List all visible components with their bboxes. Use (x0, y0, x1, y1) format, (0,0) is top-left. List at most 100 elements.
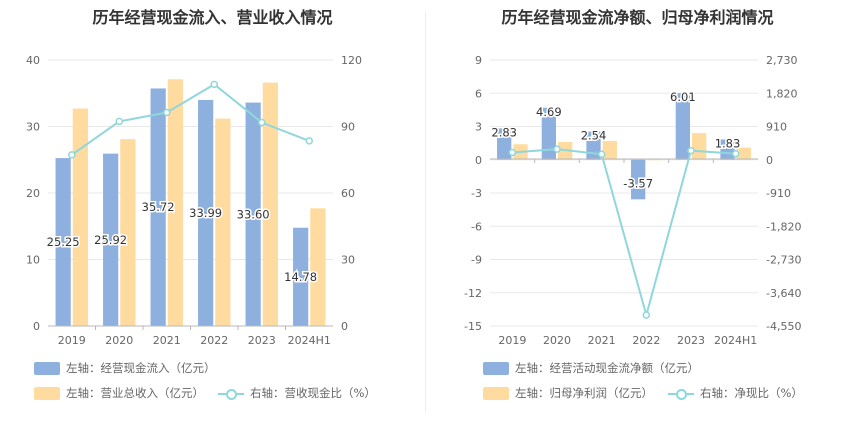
bar-data-label: 35.72 (142, 200, 175, 214)
x-axis-tick-label: 2022 (200, 334, 228, 347)
bar-blue (720, 139, 735, 160)
right-axis-tick-label: -910 (766, 187, 791, 200)
x-axis-tick-label: 2019 (498, 334, 526, 347)
ratio-point (163, 108, 171, 117)
chart-legend: 左轴：经营活动现金流净额（亿元） 左轴：归母净利润（亿元） 右轴：净现比（%） (425, 0, 850, 437)
bar-data-label: 4.69 (536, 105, 562, 119)
x-axis-tick-label: 2023 (248, 334, 276, 347)
left-axis-tick-label: 20 (26, 187, 40, 200)
ratio-line (71, 83, 310, 156)
legend-item-ratio[interactable]: 右轴：营收现金比（%） (218, 385, 376, 401)
ratio-point (553, 145, 561, 153)
bar-data-label: 25.25 (47, 235, 80, 249)
ratio-point (115, 117, 123, 126)
right-axis-tick-label: -3,640 (766, 287, 801, 300)
x-axis-tick-label: 2020 (105, 334, 133, 347)
bar-orange (167, 79, 183, 326)
bar-data-label: 1.83 (715, 136, 741, 150)
x-axis-tick-label: 2019 (58, 334, 86, 347)
left-axis-tick-label: 3 (475, 121, 482, 134)
ratio-point (305, 137, 313, 145)
left-axis-tick-label: 9 (475, 54, 482, 67)
x-axis-tick-label: 2021 (588, 334, 616, 347)
net-cashflow-profit-chart: -15 -12 -9 -6 -3 0 3 6 9 -4,550 -3,640 -2,730 -1,820… (464, 54, 801, 347)
bar-data-label: 33.60 (237, 207, 270, 221)
bar-orange (72, 108, 88, 326)
bar-blue (497, 128, 512, 160)
right-chart-panel: 历年经营现金流净额、归母净利润情况 -15 -12 -9 -6 -3 0 3 6 9 -4,550… (425, 0, 850, 437)
left-axis-tick-label: -6 (471, 220, 482, 233)
right-axis-tick-label: -2,730 (766, 254, 801, 267)
legend-item-net-cash-ratio[interactable]: 右轴：净现比（%） (668, 385, 803, 401)
bar-blue (245, 102, 261, 326)
right-axis-tick-label: 2,730 (766, 54, 798, 67)
legend-item-cash-inflow[interactable]: 左轴：经营现金流入（亿元） (34, 360, 216, 376)
bar-blue (541, 107, 556, 160)
ratio-line (512, 148, 736, 319)
bar-orange (215, 118, 231, 327)
legend-swatch-blue (483, 361, 509, 375)
left-axis-tick-label: -9 (471, 254, 482, 267)
bar-data-label: 25.92 (94, 233, 127, 247)
x-axis-tick-label: 2021 (153, 334, 181, 347)
x-axis-tick-label: 2024H1 (288, 334, 331, 347)
bar-orange (736, 147, 751, 160)
right-axis-tick-label: -1,820 (766, 220, 801, 233)
legend-item-net-profit[interactable]: 左轴：归母净利润（亿元） (483, 385, 653, 401)
right-axis-tick-label: 30 (341, 254, 355, 267)
bar-orange (602, 140, 617, 160)
chart-title: 历年经营现金流净额、归母净利润情况 (501, 8, 774, 27)
left-axis-tick-label: 30 (26, 121, 40, 134)
legend-item-net-cashflow[interactable]: 左轴：经营活动现金流净额（亿元） (483, 360, 699, 376)
left-axis-tick-label: -12 (464, 287, 482, 300)
legend-label: 右轴：净现比（%） (700, 386, 803, 400)
bar-blue (675, 93, 690, 160)
bar-data-label: 2.83 (491, 125, 517, 139)
bar-orange (692, 133, 707, 160)
ratio-point (642, 311, 651, 319)
left-axis-tick-label: -15 (464, 320, 482, 333)
bar-blue (150, 88, 166, 326)
legend-swatch-orange (34, 386, 60, 400)
right-axis-tick-label: -4,550 (766, 320, 801, 333)
right-axis-tick-label: 60 (341, 187, 355, 200)
bar-data-label: 33.99 (189, 206, 222, 220)
bar-orange (262, 82, 278, 326)
bar-data-label: -3.57 (623, 176, 653, 190)
left-axis-tick-label: 40 (26, 54, 40, 67)
right-axis-tick-label: 910 (766, 121, 787, 134)
chart-title: 历年经营现金流入、营业收入情况 (92, 8, 333, 27)
legend-label: 左轴：归母净利润（亿元） (515, 386, 653, 400)
bar-orange (120, 139, 136, 326)
left-axis-tick-label: 6 (475, 87, 482, 100)
legend-label: 右轴：营收现金比（%） (250, 386, 376, 400)
bar-orange (310, 208, 326, 326)
bar-blue (55, 158, 71, 326)
bar-blue (293, 227, 309, 326)
legend-swatch-line (218, 387, 244, 400)
left-chart-panel: 历年经营现金流入、营业收入情况 0 10 20 30 40 0 30 60 90 120 2019 2… (26, 8, 376, 401)
legend-label: 左轴：经营活动现金流净额（亿元） (515, 361, 699, 375)
legend-item-revenue[interactable]: 左轴：营业总收入（亿元） (34, 385, 204, 401)
right-axis-tick-label: 1,820 (766, 87, 798, 100)
ratio-point (508, 148, 517, 157)
bar-blue (631, 159, 646, 200)
legend-swatch-blue (34, 361, 60, 375)
left-axis-tick-label: 0 (475, 154, 482, 167)
legend-swatch-orange (483, 386, 509, 400)
right-axis-tick-label: 0 (341, 320, 348, 333)
ratio-point (687, 146, 695, 155)
bar-data-label: 14.78 (284, 270, 317, 284)
chart-legend: 左轴：经营现金流入（亿元） 左轴：营业总收入（亿元） 右轴：营收现金比（%） (34, 360, 376, 401)
bar-data-label: 6.01 (670, 90, 696, 104)
bar-blue (198, 99, 214, 327)
left-axis-tick-label: 0 (33, 320, 40, 333)
panel-divider (425, 12, 426, 412)
x-axis-tick-label: 2020 (543, 334, 571, 347)
bar-data-label: 2.54 (581, 129, 607, 143)
legend-swatch-line (668, 387, 694, 400)
ratio-point (210, 80, 218, 89)
x-axis-tick-label: 2022 (632, 334, 660, 347)
bar-orange (647, 159, 662, 161)
ratio-point (731, 149, 740, 158)
